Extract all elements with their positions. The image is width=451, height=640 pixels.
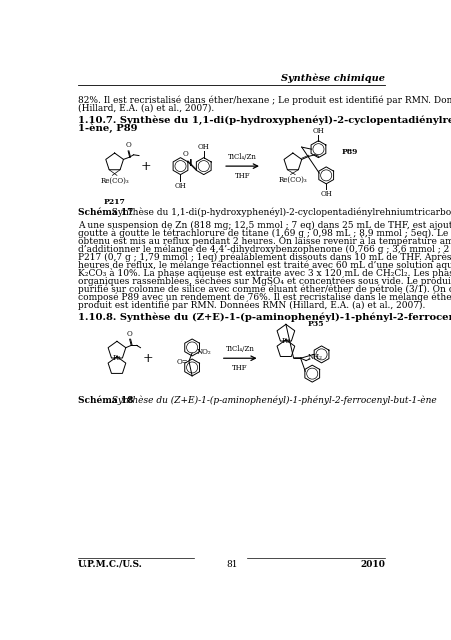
- Text: NH₂: NH₂: [307, 353, 322, 362]
- Text: 82%. Il est recristalisé dans éther/hexane ; Le produit est identifié par RMN. D: 82%. Il est recristalisé dans éther/hexa…: [78, 95, 451, 105]
- Text: U.P.M.C./U.S.: U.P.M.C./U.S.: [78, 559, 143, 568]
- Text: heures de reflux, le mélange réactionnel est traité avec 60 mL d’une solution aq: heures de reflux, le mélange réactionnel…: [78, 260, 451, 270]
- Text: organiques rassemblées, séchées sur MgSO₄ et concentrées sous vide. Le produit o: organiques rassemblées, séchées sur MgSO…: [78, 276, 451, 286]
- Text: Fe: Fe: [112, 354, 121, 362]
- Text: Schéma 18: Schéma 18: [78, 396, 133, 405]
- Text: NO₂: NO₂: [196, 348, 211, 356]
- Text: purifié sur colonne de silice avec comme éluant éther/éther de pétrole (3/1). On: purifié sur colonne de silice avec comme…: [78, 285, 451, 294]
- Text: THF: THF: [232, 364, 248, 372]
- Text: 1.10.7. Synthèse du 1,1-di(p-hydroxyphenéyl)-2-cyclopentadiénylrehniumtricarbony: 1.10.7. Synthèse du 1,1-di(p-hydroxyphen…: [78, 115, 451, 125]
- Text: O=: O=: [176, 358, 188, 367]
- Text: produit est identifié par RMN. Données RMN (Hillard, E.A. (a) et al., 2007).: produit est identifié par RMN. Données R…: [78, 301, 425, 310]
- Text: 81: 81: [226, 559, 237, 568]
- Text: P89: P89: [341, 148, 357, 156]
- Text: 2010: 2010: [359, 559, 384, 568]
- Text: Synthèse chimique: Synthèse chimique: [281, 74, 384, 83]
- Text: P217 (0,7 g ; 1,79 mmol ; 1eq) préalablement dissouts dans 10 mL de THF. Après d: P217 (0,7 g ; 1,79 mmol ; 1eq) préalable…: [78, 252, 451, 262]
- Text: Schéma 17: Schéma 17: [78, 208, 133, 217]
- Text: 1-ène, P89: 1-ène, P89: [78, 124, 138, 133]
- Text: obtenu est mis au reflux pendant 2 heures. On laisse revenir à la température am: obtenu est mis au reflux pendant 2 heure…: [78, 236, 451, 246]
- Text: : Synthèse du (Z+E)-1-(p-aminophenéyl)-1-phényl-2-ferrocenyl-but-1-ène: : Synthèse du (Z+E)-1-(p-aminophenéyl)-1…: [102, 396, 435, 406]
- Text: +: +: [140, 159, 151, 173]
- Text: Fe: Fe: [281, 337, 290, 346]
- Text: composé P89 avec un rendement de 76%. Il est recristalisé dans le mélange éther/: composé P89 avec un rendement de 76%. Il…: [78, 292, 451, 302]
- Text: OH: OH: [174, 182, 186, 189]
- Text: TiCl₄/Zn: TiCl₄/Zn: [228, 153, 256, 161]
- Text: (Hillard, E.A. (a) et al., 2007).: (Hillard, E.A. (a) et al., 2007).: [78, 104, 214, 113]
- Text: OH: OH: [320, 190, 331, 198]
- Text: O: O: [127, 330, 132, 338]
- Text: THF: THF: [234, 172, 250, 179]
- Text: OH: OH: [312, 127, 324, 134]
- Text: +: +: [143, 352, 153, 365]
- Text: A une suspension de Zn (818 mg; 12,5 mmol ; 7 eq) dans 25 mL de THF, est ajouté : A une suspension de Zn (818 mg; 12,5 mmo…: [78, 220, 451, 230]
- Text: P217: P217: [103, 198, 125, 207]
- Text: goutte à goutte le tétrachlorure de titane (1,69 g ; 0,98 mL ; 8,9 mmol ; 5eq). : goutte à goutte le tétrachlorure de tita…: [78, 228, 451, 238]
- Text: O: O: [125, 141, 131, 149]
- Text: OH: OH: [198, 143, 209, 150]
- Text: 1.10.8. Synthèse du (Z+E)-1-(p-aminophenéyl)-1-phényl-2-ferrocenyl-but-1-ène, P3: 1.10.8. Synthèse du (Z+E)-1-(p-aminophen…: [78, 313, 451, 323]
- Text: Re(CO)₃: Re(CO)₃: [278, 176, 307, 184]
- Text: P35: P35: [307, 320, 324, 328]
- Text: O: O: [182, 150, 188, 157]
- Text: Re(CO)₃: Re(CO)₃: [100, 177, 129, 185]
- Text: d’additionner le mélange de 4,4’-dihydroxybenzophenone (0,766 g ; 3,6 mmol ; 2 e: d’additionner le mélange de 4,4’-dihydro…: [78, 244, 451, 254]
- Text: : Synthèse du 1,1-di(p-hydroxyphenéyl)-2-cyclopentadiénylrehniumtricarbonyl-but-: : Synthèse du 1,1-di(p-hydroxyphenéyl)-2…: [102, 208, 451, 217]
- Text: TiCl₄/Zn: TiCl₄/Zn: [225, 345, 254, 353]
- Text: K₂CO₃ à 10%. La phase aqueuse est extraite avec 3 x 120 mL de CH₂Cl₂. Les phases: K₂CO₃ à 10%. La phase aqueuse est extrai…: [78, 269, 451, 278]
